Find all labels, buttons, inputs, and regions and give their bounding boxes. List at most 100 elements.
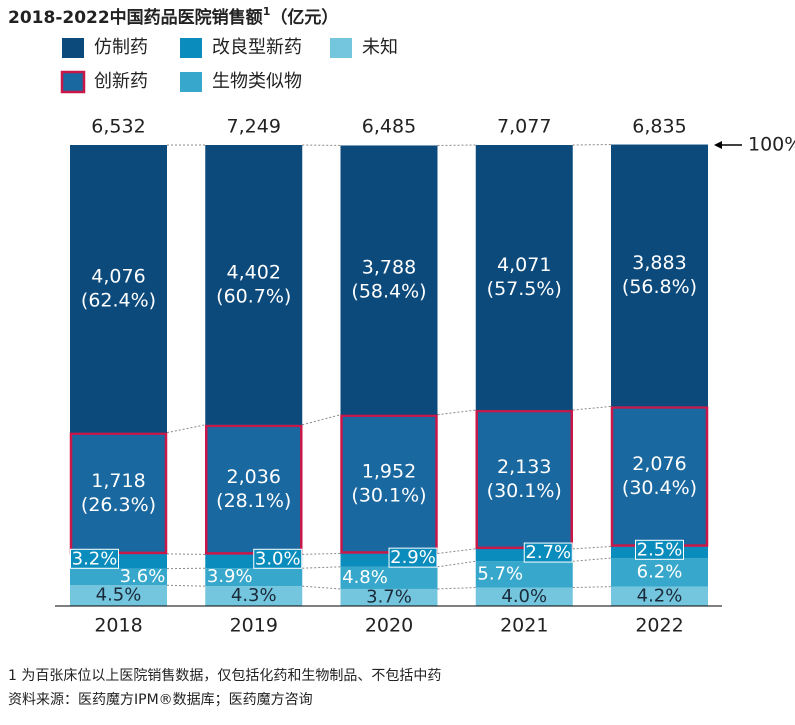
legend-swatch xyxy=(330,38,352,58)
connector xyxy=(437,548,476,554)
percent-label: 4.8% xyxy=(342,567,388,588)
percent-label: 3.6% xyxy=(120,566,166,587)
x-tick-label: 2020 xyxy=(365,615,413,637)
source: 资料来源：医药魔方IPM®数据库；医药魔方咨询 xyxy=(8,692,313,708)
legend-swatch xyxy=(180,72,202,92)
bar-segment xyxy=(70,585,167,606)
legend-swatch xyxy=(62,38,84,58)
amount-label: 4,402 xyxy=(227,261,281,283)
total-label: 7,249 xyxy=(227,116,281,138)
amount-label: 2,036 xyxy=(227,466,281,488)
amount-label: 4,076 xyxy=(91,265,145,287)
bar-segment xyxy=(611,558,708,587)
x-tick-label: 2021 xyxy=(500,615,548,637)
footnote: 1 为百张床位以上医院销售数据，仅包括化药和生物制品、不包括中药 xyxy=(8,668,441,684)
amount-label: 3,788 xyxy=(362,257,416,279)
x-tick-label: 2019 xyxy=(230,615,278,637)
amount-label: 4,071 xyxy=(497,254,551,276)
bar-segment xyxy=(205,424,303,555)
bar-segment xyxy=(340,145,438,415)
legend-swatch xyxy=(180,38,202,58)
bar-segment xyxy=(475,561,573,588)
connector xyxy=(302,552,341,555)
percent-label: 5.7% xyxy=(477,563,523,584)
label-box xyxy=(635,539,684,560)
bar-segment xyxy=(70,568,167,586)
percent-label: 2.7% xyxy=(525,542,571,563)
connector xyxy=(572,586,612,589)
arrow-head xyxy=(714,141,722,149)
connector xyxy=(572,546,612,550)
title-main: 2018-2022中国药品医院销售额 xyxy=(8,7,263,28)
total-label: 6,532 xyxy=(91,116,145,138)
bar-segment xyxy=(475,587,573,606)
total-label: 6,485 xyxy=(362,116,416,138)
connector xyxy=(302,414,341,426)
total-label: 6,835 xyxy=(632,116,686,138)
legend-label: 创新药 xyxy=(94,71,148,92)
amount-label: 3,883 xyxy=(632,252,686,274)
percent-label: 4.0% xyxy=(501,586,547,607)
bar-segment xyxy=(340,566,438,589)
percent-label: 4.3% xyxy=(231,585,277,606)
percent-label: 4.5% xyxy=(96,585,142,606)
percent-label: (30.1%) xyxy=(351,485,426,507)
bar-segment xyxy=(70,145,167,433)
percent-label: 3.2% xyxy=(72,548,118,569)
connector xyxy=(437,560,476,568)
label-box xyxy=(523,542,573,563)
connector xyxy=(302,585,341,590)
percent-label: (60.7%) xyxy=(216,285,291,307)
amount-label: 1,952 xyxy=(362,461,416,483)
percent-label: (26.3%) xyxy=(81,494,156,516)
bar-segment xyxy=(611,406,708,547)
bar-segment xyxy=(475,145,573,411)
percent-label: 3.0% xyxy=(255,548,301,569)
percent-label: 2.9% xyxy=(390,547,436,568)
percent-label: (57.5%) xyxy=(487,278,562,300)
percent-label: (56.8%) xyxy=(622,276,697,298)
percent-label: (30.1%) xyxy=(487,480,562,502)
percent-label: (30.4%) xyxy=(622,477,697,499)
bar-segment xyxy=(611,144,708,407)
annotation: 100% xyxy=(748,134,795,156)
connector xyxy=(437,409,476,416)
bar-segment xyxy=(340,588,438,606)
percent-label: 3.7% xyxy=(366,586,412,607)
percent-label: 2.5% xyxy=(637,539,683,560)
title-unit: （亿元） xyxy=(270,7,338,28)
x-tick-label: 2018 xyxy=(94,615,142,637)
connector xyxy=(166,424,206,434)
percent-label: (58.4%) xyxy=(351,281,426,303)
percent-label: (28.1%) xyxy=(216,490,291,512)
bar-segment xyxy=(340,414,438,554)
title-sup: 1 xyxy=(263,5,271,18)
legend-label: 仿制药 xyxy=(94,37,148,58)
bar-segment xyxy=(475,410,573,549)
bar-segment xyxy=(611,586,708,606)
bar-segment xyxy=(205,568,303,587)
connector xyxy=(572,405,612,411)
legend-label: 未知 xyxy=(362,37,398,58)
label-box xyxy=(70,548,119,569)
amount-label: 2,076 xyxy=(632,453,686,475)
amount-label: 2,133 xyxy=(497,456,551,478)
connector xyxy=(166,584,206,587)
bar-segment xyxy=(70,432,167,554)
legend-swatch xyxy=(60,70,86,94)
connector xyxy=(572,557,612,562)
x-tick-label: 2022 xyxy=(635,615,683,637)
percent-label: 3.9% xyxy=(207,566,253,587)
connector xyxy=(302,566,341,569)
percent-label: (62.4%) xyxy=(81,289,156,311)
connector xyxy=(437,587,476,590)
label-box xyxy=(253,548,303,569)
legend-label: 生物类似物 xyxy=(212,71,302,92)
bar-segment xyxy=(205,145,303,425)
amount-label: 1,718 xyxy=(91,470,145,492)
legend-label: 改良型新药 xyxy=(212,37,302,58)
percent-label: 4.2% xyxy=(637,585,683,606)
chart-title: 2018-2022中国药品医院销售额1（亿元） xyxy=(8,5,338,28)
bar-segment xyxy=(205,586,303,606)
